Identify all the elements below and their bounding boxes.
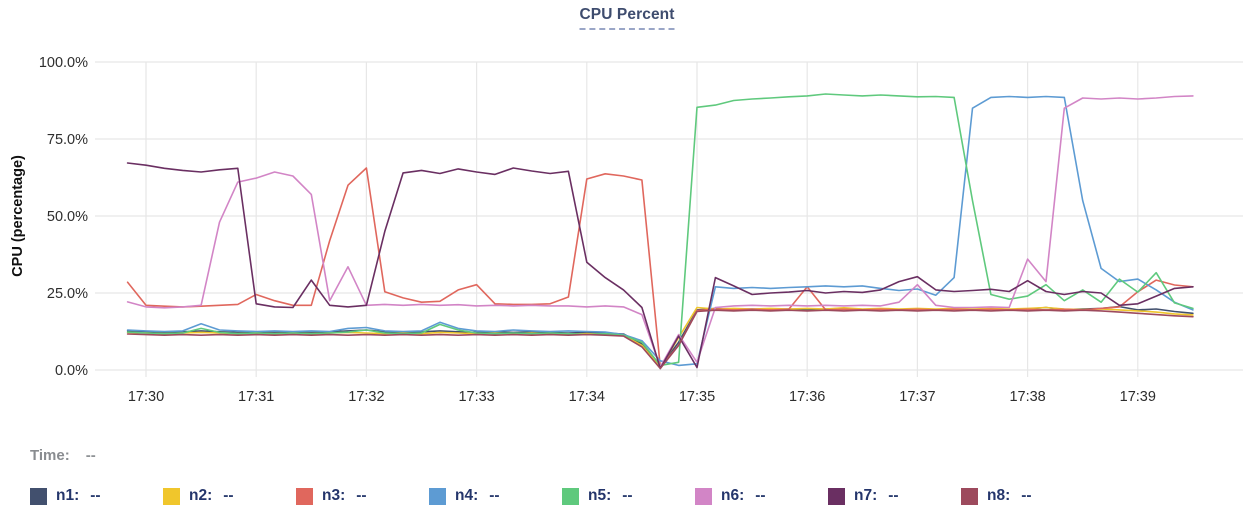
legend: n1: -- n2: -- n3: -- n4: -- n5: -- n6: -…	[30, 487, 1244, 505]
x-axis-tick-label: 17:32	[348, 389, 384, 405]
x-axis-tick-label: 17:31	[238, 389, 274, 405]
legend-item-label: n7:	[854, 487, 878, 504]
chart-title[interactable]: CPU Percent	[579, 6, 675, 30]
legend-item-n6[interactable]: n6: --	[695, 487, 828, 505]
x-axis-tick-label: 17:36	[789, 389, 825, 405]
legend-swatch-n3	[296, 487, 313, 505]
y-axis-tick-label: 50.0%	[47, 209, 88, 225]
chart-footer: Time: -- n1: -- n2: -- n3: -- n4: -- n5:…	[30, 440, 1244, 505]
x-axis-tick-label: 17:37	[899, 389, 935, 405]
series-line-n6	[126, 95, 1194, 368]
time-readout: Time: --	[30, 445, 1244, 465]
legend-item-value: --	[755, 487, 766, 504]
legend-item-label: n4:	[455, 487, 479, 504]
y-axis-title: CPU (percentage)	[10, 155, 26, 277]
legend-swatch-n2	[163, 487, 180, 505]
y-axis-tick-label: 25.0%	[47, 286, 88, 302]
series-line-n8	[126, 309, 1194, 370]
x-axis-tick-label: 17:34	[569, 389, 605, 405]
legend-item-n2[interactable]: n2: --	[163, 487, 296, 505]
legend-swatch-n6	[695, 487, 712, 505]
legend-item-value: --	[489, 487, 500, 504]
legend-item-n4[interactable]: n4: --	[429, 487, 562, 505]
legend-swatch-n5	[562, 487, 579, 505]
legend-item-value: --	[356, 487, 367, 504]
legend-item-label: n2:	[189, 487, 213, 504]
legend-item-n8[interactable]: n8: --	[961, 487, 1094, 505]
legend-item-n7[interactable]: n7: --	[828, 487, 961, 505]
y-axis-tick-label: 75.0%	[47, 132, 88, 148]
legend-item-label: n8:	[987, 487, 1011, 504]
x-axis-tick-label: 17:33	[458, 389, 494, 405]
series-line-n1	[126, 305, 1194, 368]
series-line-n4	[126, 95, 1194, 367]
cpu-percent-chart[interactable]: 0.0% 25.0% 50.0% 75.0% 100.0% 17:30 17:31 17:32…	[0, 0, 1254, 425]
legend-item-value: --	[90, 487, 101, 504]
x-axis-tick-label: 17:38	[1009, 389, 1045, 405]
legend-item-label: n5:	[588, 487, 612, 504]
x-axis-tick-label: 17:35	[679, 389, 715, 405]
time-label: Time:	[30, 446, 70, 464]
x-axis-tick-label: 17:39	[1120, 389, 1156, 405]
series-line-n3	[126, 167, 1194, 368]
y-axis-tick-label: 0.0%	[55, 363, 88, 379]
series-line-n5	[126, 93, 1194, 367]
y-axis-tick-label: 100.0%	[39, 55, 88, 71]
legend-item-value: --	[888, 487, 899, 504]
legend-item-n5[interactable]: n5: --	[562, 487, 695, 505]
legend-item-value: --	[223, 487, 234, 504]
legend-item-value: --	[622, 487, 633, 504]
legend-item-label: n1:	[56, 487, 80, 504]
legend-item-label: n3:	[322, 487, 346, 504]
time-value: --	[85, 446, 96, 464]
legend-swatch-n1	[30, 487, 47, 505]
legend-item-n3[interactable]: n3: --	[296, 487, 429, 505]
legend-swatch-n8	[961, 487, 978, 505]
x-axis-tick-label: 17:30	[128, 389, 164, 405]
legend-swatch-n4	[429, 487, 446, 505]
legend-item-n1[interactable]: n1: --	[30, 487, 163, 505]
legend-item-value: --	[1021, 487, 1032, 504]
legend-swatch-n7	[828, 487, 845, 505]
legend-item-label: n6:	[721, 487, 745, 504]
